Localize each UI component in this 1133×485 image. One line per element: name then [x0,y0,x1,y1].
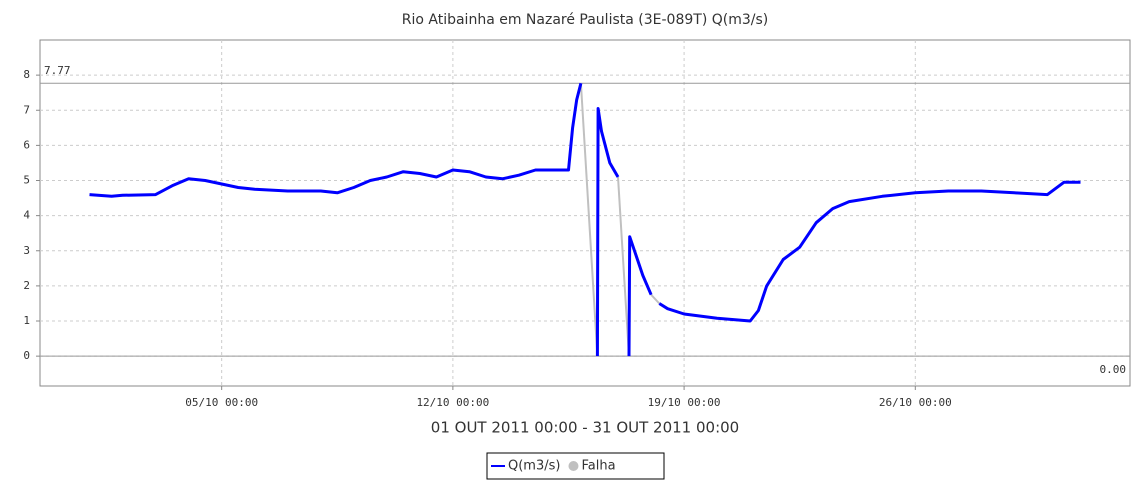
y-tick-label: 4 [23,209,30,222]
min-label: 0.00 [1100,363,1127,376]
legend-label: Falha [581,459,615,474]
x-tick-label: 26/10 00:00 [879,396,952,409]
series-line [89,82,1081,357]
y-tick-label: 5 [23,174,30,187]
x-tick-label: 05/10 00:00 [185,396,258,409]
y-tick-label: 0 [23,349,30,362]
y-tick-label: 3 [23,244,30,257]
legend-label: Q(m3/s) [508,459,560,474]
x-axis-label: 01 OUT 2011 00:00 - 31 OUT 2011 00:00 [431,419,739,437]
plot-area [39,39,1131,387]
series-line [579,83,661,357]
legend-symbol [568,461,579,471]
chart-title: Rio Atibainha em Nazaré Paulista (3E-089… [402,12,768,28]
max-label: 7.77 [44,64,71,77]
y-tick-label: 6 [23,138,30,151]
x-tick-label: 19/10 00:00 [648,396,721,409]
y-tick-label: 2 [23,279,30,292]
y-tick-label: 1 [23,314,30,327]
y-tick-label: 8 [23,68,30,81]
y-tick-label: 7 [23,103,30,116]
x-tick-label: 12/10 00:00 [416,396,489,409]
